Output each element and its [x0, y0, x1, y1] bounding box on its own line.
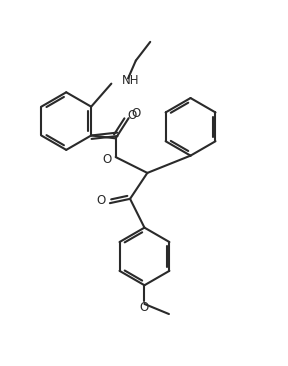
Text: NH: NH	[122, 74, 139, 87]
Text: O: O	[97, 194, 106, 207]
Text: O: O	[132, 107, 141, 120]
Text: O: O	[103, 153, 112, 167]
Text: O: O	[127, 109, 136, 122]
Text: O: O	[140, 301, 149, 314]
